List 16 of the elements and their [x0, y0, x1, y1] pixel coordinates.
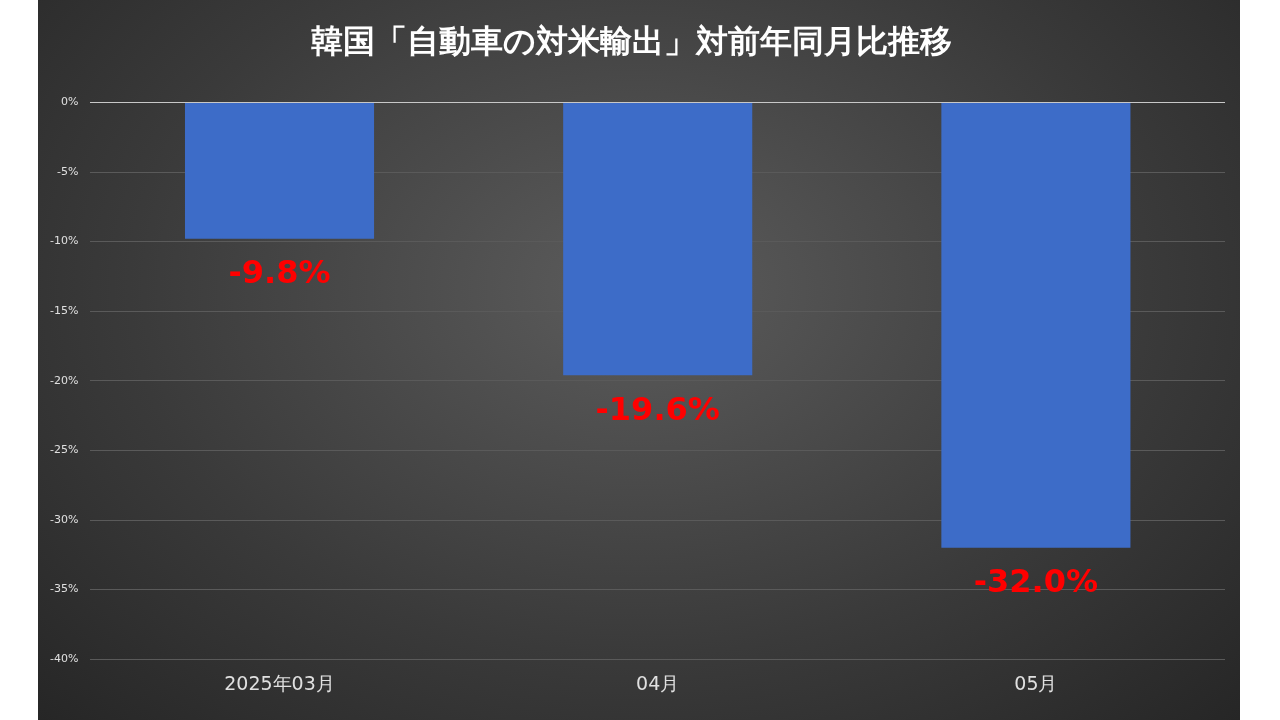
data-label: -32.0% [973, 562, 1099, 601]
y-tick-label: -25% [50, 443, 79, 457]
y-tick-label: 0% [60, 95, 79, 109]
y-tick-label: -35% [50, 582, 79, 596]
y-tick-label: -40% [50, 652, 79, 666]
data-label: -19.6% [595, 389, 720, 428]
y-tick-label: -10% [50, 234, 79, 248]
x-tick-label: 04月 [636, 671, 680, 694]
chart-title: 韓国「自動車の対米輸出」対前年同月比推移 [311, 21, 952, 60]
data-label: -9.8% [228, 253, 331, 292]
y-tick-label: -5% [57, 164, 79, 178]
x-tick-label: 05月 [1014, 671, 1058, 694]
y-tick-label: -30% [50, 512, 79, 526]
x-tick-label: 2025年03月 [224, 671, 335, 694]
y-tick-label: -20% [50, 373, 79, 387]
y-tick-label: -15% [50, 304, 79, 318]
